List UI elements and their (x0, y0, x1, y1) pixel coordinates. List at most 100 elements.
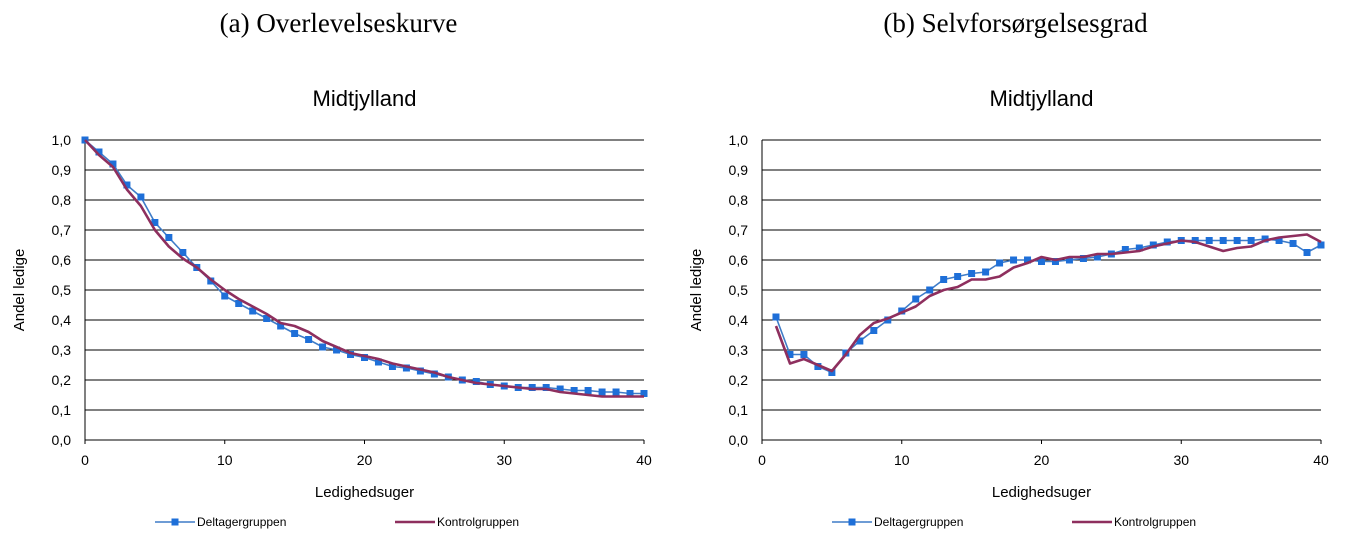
data-point-deltagergruppen (95, 148, 103, 156)
data-point-deltagergruppen (416, 367, 424, 375)
y-tick-label: 0,0 (729, 432, 749, 448)
data-point-deltagergruppen (954, 273, 962, 280)
x-tick-label: 10 (217, 452, 233, 468)
chart-title: Midtjylland (313, 86, 417, 111)
chart-self-sufficiency: Midtjylland 0,0 0,1 0,2 0,3 0,4 0,5 0,6 0,7 0,8 0,… (688, 86, 1329, 529)
data-point-deltagergruppen (1289, 240, 1297, 247)
data-point-deltagergruppen (1051, 258, 1059, 265)
data-point-deltagergruppen (151, 219, 159, 226)
y-tick-label: 0,2 (52, 372, 72, 388)
data-point-deltagergruppen (640, 390, 648, 397)
data-point-deltagergruppen (870, 327, 878, 334)
legend-label-kontrolgruppen: Kontrolgruppen (1114, 515, 1196, 529)
data-point-deltagergruppen (221, 292, 229, 300)
y-tick-label: 0,5 (729, 282, 749, 298)
x-tick-label: 40 (636, 452, 652, 468)
data-point-deltagergruppen (1065, 256, 1073, 264)
data-point-deltagergruppen (982, 268, 990, 276)
data-point-deltagergruppen (1038, 258, 1045, 265)
y-axis-label: Andel ledige (11, 249, 28, 332)
data-point-deltagergruppen (772, 313, 780, 321)
y-tick-label: 0,7 (729, 222, 749, 238)
caption-a: (a) Overlevelseskurve (219, 8, 458, 38)
data-point-deltagergruppen (333, 346, 341, 354)
y-tick-label: 0,6 (729, 252, 749, 268)
caption-b: (b) Selvforsørgelsesgrad (883, 8, 1148, 38)
data-point-deltagergruppen (347, 351, 355, 358)
data-point-deltagergruppen (612, 388, 620, 396)
x-tick-label: 40 (1313, 452, 1329, 468)
y-tick-label: 0,5 (52, 282, 72, 298)
data-point-deltagergruppen (786, 351, 794, 358)
data-point-deltagergruppen (277, 322, 285, 330)
x-tick-label: 10 (894, 452, 910, 468)
x-tick-label: 30 (1173, 452, 1189, 468)
data-point-deltagergruppen (1079, 255, 1087, 262)
x-tick-label: 30 (496, 452, 512, 468)
data-point-deltagergruppen (305, 336, 313, 343)
data-point-deltagergruppen (1149, 241, 1157, 249)
data-point-deltagergruppen (109, 160, 117, 168)
x-tick-label: 0 (81, 452, 89, 468)
series-line-kontrolgruppen (84, 139, 644, 398)
legend-marker-deltagergruppen (848, 518, 856, 526)
data-point-deltagergruppen (1024, 256, 1032, 264)
legend-marker-deltagergruppen (171, 518, 179, 526)
y-tick-label: 0,2 (729, 372, 749, 388)
x-tick-label: 20 (1034, 452, 1050, 468)
y-tick-label: 0,9 (52, 162, 72, 178)
data-point-deltagergruppen (123, 181, 131, 189)
data-point-deltagergruppen (179, 249, 187, 256)
y-tick-label: 0,7 (52, 222, 72, 238)
y-tick-label: 0,4 (729, 312, 749, 328)
data-point-deltagergruppen (1219, 237, 1227, 244)
data-point-deltagergruppen (912, 295, 920, 303)
data-point-deltagergruppen (1135, 244, 1143, 252)
data-point-deltagergruppen (884, 316, 892, 324)
data-point-deltagergruppen (556, 385, 564, 393)
data-point-deltagergruppen (291, 330, 299, 337)
data-point-deltagergruppen (926, 286, 934, 294)
y-tick-label: 0,6 (52, 252, 72, 268)
data-point-deltagergruppen (800, 351, 808, 358)
data-point-deltagergruppen (1163, 238, 1171, 246)
x-axis-label: Ledighedsuger (992, 484, 1091, 501)
data-point-deltagergruppen (828, 369, 836, 376)
data-point-deltagergruppen (542, 384, 550, 391)
data-point-deltagergruppen (361, 354, 368, 361)
y-tick-label: 0,0 (52, 432, 72, 448)
y-tick-label: 0,9 (729, 162, 749, 178)
data-point-deltagergruppen (402, 364, 410, 372)
y-tick-label: 0,8 (52, 192, 72, 208)
data-point-deltagergruppen (856, 337, 864, 345)
data-point-deltagergruppen (235, 300, 243, 307)
legend-label-deltagergruppen: Deltagergruppen (197, 515, 286, 529)
data-point-deltagergruppen (137, 193, 145, 201)
data-point-deltagergruppen (1261, 235, 1269, 243)
x-axis-label: Ledighedsuger (315, 484, 414, 501)
data-point-deltagergruppen (570, 387, 578, 394)
y-tick-label: 0,8 (729, 192, 749, 208)
data-point-deltagergruppen (1317, 241, 1325, 249)
data-point-deltagergruppen (1247, 237, 1255, 244)
data-point-deltagergruppen (1205, 237, 1213, 244)
data-point-deltagergruppen (388, 363, 396, 370)
y-tick-label: 0,3 (729, 342, 749, 358)
data-point-deltagergruppen (1303, 249, 1311, 256)
legend-label-deltagergruppen: Deltagergruppen (874, 515, 963, 529)
data-point-deltagergruppen (1121, 246, 1129, 253)
y-tick-label: 0,1 (52, 402, 72, 418)
data-point-deltagergruppen (584, 387, 592, 394)
data-point-deltagergruppen (968, 270, 976, 277)
y-tick-label: 0,1 (729, 402, 749, 418)
data-point-deltagergruppen (996, 259, 1004, 267)
data-point-deltagergruppen (319, 343, 327, 351)
data-point-deltagergruppen (626, 390, 634, 397)
y-tick-label: 1,0 (52, 132, 72, 148)
data-point-deltagergruppen (1191, 237, 1199, 244)
data-point-deltagergruppen (940, 276, 948, 283)
series-line-kontrolgruppen (774, 233, 1322, 373)
data-point-deltagergruppen (472, 378, 480, 385)
data-point-deltagergruppen (263, 315, 271, 322)
chart-title: Midtjylland (990, 86, 1094, 111)
